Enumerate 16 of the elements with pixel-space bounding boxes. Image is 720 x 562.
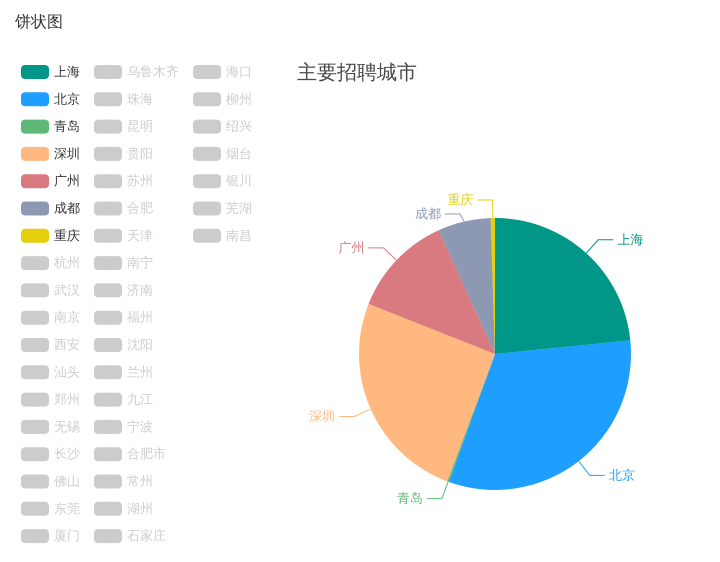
slice-label: 青岛 [396, 492, 423, 507]
chart-title: 主要招聘城市 [297, 60, 417, 84]
slice-label: 深圳 [309, 409, 336, 424]
legend-label: 深圳 [54, 146, 80, 162]
legend-label: 北京 [54, 92, 80, 108]
legend-label: 青岛 [54, 120, 80, 135]
legend-label: 上海 [54, 65, 80, 80]
slice-label: 上海 [617, 232, 644, 248]
legend-label: 广州 [54, 174, 80, 190]
legend-label: 成都 [54, 202, 80, 216]
legend-label: 重庆 [54, 228, 80, 244]
slice-label: 北京 [608, 468, 635, 484]
slice-label: 成都 [414, 207, 441, 222]
text: 饼状图 [14, 12, 63, 31]
slice-label: 广州 [338, 240, 364, 256]
slice-label: 重庆 [448, 193, 474, 208]
